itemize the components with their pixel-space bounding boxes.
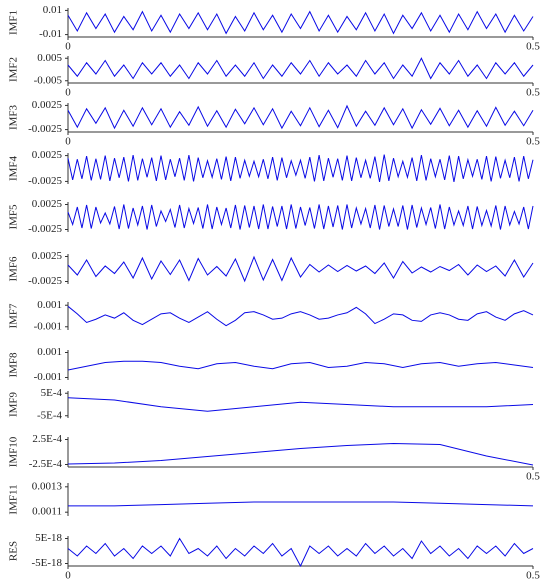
y-tick-label: -0.0025 xyxy=(28,275,62,287)
y-tick-label: 0.0025 xyxy=(32,198,63,210)
y-tick-label: -0.01 xyxy=(39,28,62,40)
x-tick-label: 0.5 xyxy=(526,471,540,483)
y-tick-label: -0.0025 xyxy=(28,123,62,135)
y-axis-label: IMF7 xyxy=(8,303,20,329)
y-tick-label: -0.001 xyxy=(34,371,62,383)
y-tick-label: 0.0013 xyxy=(32,480,63,492)
y-tick-label: 0.0025 xyxy=(32,250,63,262)
y-tick-label: 0.001 xyxy=(37,346,62,358)
x-tick-label: 0.5 xyxy=(526,41,540,53)
y-axis-label: IMF3 xyxy=(8,104,20,130)
signal-line xyxy=(67,10,534,35)
y-tick-label: 5E-18 xyxy=(35,532,62,544)
x-tick-label: 0.5 xyxy=(526,570,540,582)
signal-line xyxy=(67,104,534,130)
y-axis-label: IMF1 xyxy=(8,10,20,35)
y-axis-label: IMF9 xyxy=(8,391,20,417)
signal-line xyxy=(67,537,534,568)
x-tick-label: 0 xyxy=(65,570,71,582)
y-axis-label: IMF10 xyxy=(8,436,20,467)
y-tick-label: 0.001 xyxy=(37,299,62,311)
y-axis-label: IMF4 xyxy=(8,155,20,181)
y-tick-label: 0.01 xyxy=(43,4,62,16)
y-axis-label: RES xyxy=(8,541,20,561)
y-tick-label: 5E-4 xyxy=(41,387,63,399)
y-axis-label: IMF2 xyxy=(8,57,20,82)
signal-line xyxy=(67,204,534,230)
y-tick-label: -2.5E-4 xyxy=(29,458,63,470)
y-tick-label: -5E-4 xyxy=(37,409,63,421)
signal-line xyxy=(67,397,534,412)
y-tick-label: -0.005 xyxy=(34,74,63,86)
x-tick-label: 0 xyxy=(65,136,71,148)
y-axis-label: IMF5 xyxy=(8,204,20,230)
y-axis-label: IMF8 xyxy=(8,352,20,378)
y-tick-label: -0.0025 xyxy=(28,175,62,187)
y-tick-label: 0.0025 xyxy=(32,99,63,111)
y-tick-label: 0.0025 xyxy=(32,149,63,161)
signal-line xyxy=(67,360,534,371)
y-tick-label: -0.001 xyxy=(34,320,62,332)
signal-line xyxy=(67,305,534,327)
y-tick-label: 2.5E-4 xyxy=(32,433,62,445)
signal-line xyxy=(67,154,534,183)
y-tick-label: 0.005 xyxy=(37,52,62,64)
signal-line xyxy=(67,255,534,283)
x-tick-label: 0.5 xyxy=(526,136,540,148)
signal-line xyxy=(67,57,534,80)
x-tick-label: 0.5 xyxy=(526,87,540,99)
y-axis-label: IMF6 xyxy=(8,256,20,282)
y-tick-label: -0.0025 xyxy=(28,223,62,235)
signal-line xyxy=(67,442,534,466)
x-tick-label: 0 xyxy=(65,87,71,99)
y-axis-label: IMF11 xyxy=(8,484,20,514)
signal-line xyxy=(68,501,534,507)
y-tick-label: 0.0011 xyxy=(32,506,62,518)
y-tick-label: -5E-18 xyxy=(31,557,62,569)
x-tick-label: 0 xyxy=(65,41,71,53)
